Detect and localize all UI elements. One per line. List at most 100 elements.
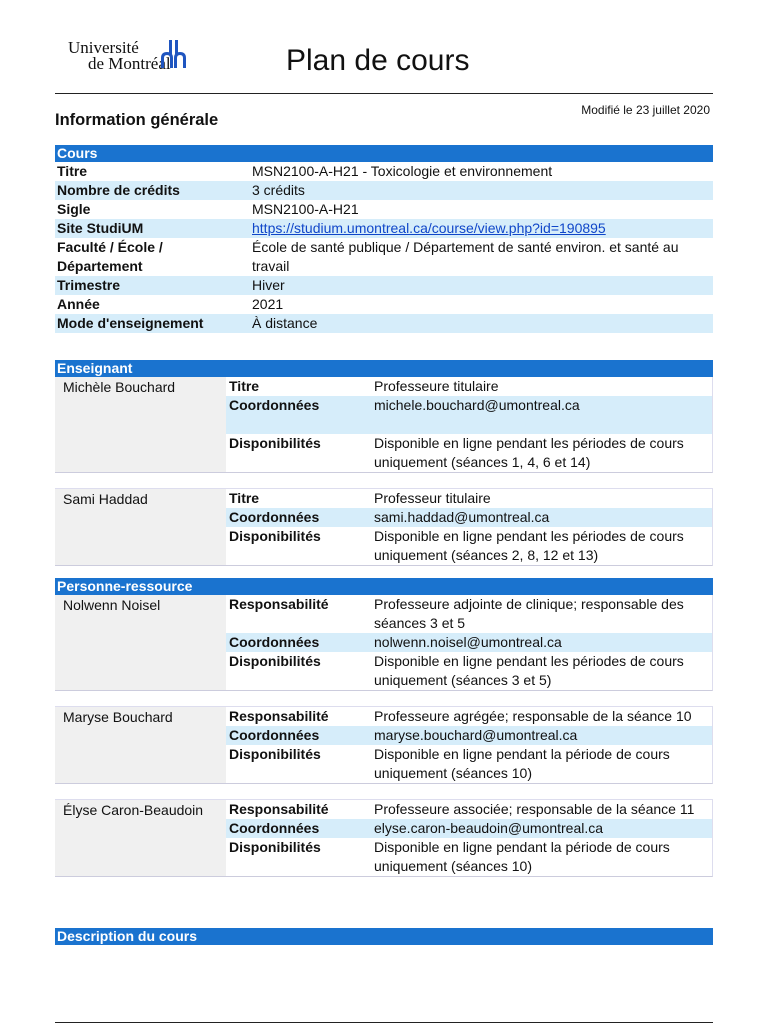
detail-row: Disponibilités Disponible en ligne pendan… [226, 527, 712, 565]
email-value[interactable]: michele.bouchard@umontreal.ca [374, 397, 580, 413]
spacer [55, 691, 713, 707]
detail-label: Responsabilité [229, 596, 329, 612]
row-value: MSN2100-A-H21 - Toxicologie et environne… [252, 163, 553, 179]
email-value[interactable]: maryse.bouchard@umontreal.ca [374, 727, 578, 743]
section-title: Information générale [55, 111, 219, 129]
row-value: MSN2100-A-H21 [252, 201, 359, 217]
cours-row: Nombre de crédits 3 crédits [55, 181, 713, 200]
detail-label: Coordonnées [229, 634, 320, 650]
enseignant-heading: Enseignant [55, 360, 713, 377]
enseignant-section: Enseignant Michèle Bouchard Titre Professe… [55, 360, 713, 566]
detail-value: Disponible en ligne pendant les périodes… [374, 653, 684, 688]
detail-row: Titre Professeur titulaire [226, 489, 712, 508]
detail-label: Disponibilités [229, 746, 321, 762]
row-label: Nombre de crédits [57, 182, 180, 198]
detail-value: Disponible en ligne pendant la période d… [374, 839, 670, 874]
detail-value: Professeure adjointe de clinique; respon… [374, 596, 684, 631]
detail-row: Responsabilité Professeure agrégée; respo… [226, 707, 712, 726]
row-label: Trimestre [57, 277, 121, 293]
detail-row: Disponibilités Disponible en ligne pendan… [226, 434, 712, 472]
personne-ressource-heading: Personne-ressource [55, 578, 713, 595]
person-entry: Maryse Bouchard Responsabilité Professeure… [55, 707, 713, 784]
person-name: Sami Haddad [55, 489, 226, 565]
cours-heading: Cours [55, 145, 713, 162]
row-label: Faculté / École / Département [57, 239, 163, 274]
detail-value: Professeure agrégée; responsable de la s… [374, 708, 692, 724]
detail-label: Disponibilités [229, 653, 321, 669]
page-title: Plan de cours [286, 44, 470, 77]
modified-date: Modifié le 23 juillet 2020 [581, 103, 710, 117]
detail-value: Disponible en ligne pendant les périodes… [374, 435, 684, 470]
cours-section: Cours Titre MSN2100-A-H21 - Toxicologie e… [55, 145, 713, 333]
divider [55, 93, 713, 94]
detail-label: Coordonnées [229, 397, 320, 413]
detail-row: Coordonnées elyse.caron-beaudoin@umontrea… [226, 819, 712, 838]
row-value: https://studium.umontreal.ca/course/view… [252, 219, 713, 238]
studium-link[interactable]: https://studium.umontreal.ca/course/view… [252, 220, 606, 236]
detail-label: Disponibilités [229, 435, 321, 451]
logo-line1: Université [68, 38, 139, 57]
detail-value: Disponible en ligne pendant les périodes… [374, 528, 684, 563]
cours-row: Année 2021 [55, 295, 713, 314]
row-value: À distance [252, 315, 318, 331]
person-name: Élyse Caron-Beaudoin [55, 800, 226, 876]
personne-ressource-section: Personne-ressource Nolwenn Noisel Respons… [55, 578, 713, 877]
logo-line2: de Montréal [88, 54, 171, 73]
person-details: Titre Professeur titulaire Coordonnées sami… [226, 489, 712, 565]
row-value: École de santé publique / Département de… [252, 239, 679, 274]
footer-divider [55, 1022, 713, 1023]
cours-row: Faculté / École / Département École de sa… [55, 238, 713, 276]
detail-row: Disponibilités Disponible en ligne pendan… [226, 745, 712, 783]
udem-logo-icon [161, 40, 186, 68]
person-entry: Élyse Caron-Beaudoin Responsabilité Profes… [55, 800, 713, 877]
person-entry: Michèle Bouchard Titre Professeure titulai… [55, 377, 713, 473]
person-entry: Nolwenn Noisel Responsabilité Professeure … [55, 595, 713, 691]
cours-row: Trimestre Hiver [55, 276, 713, 295]
detail-row: Disponibilités Disponible en ligne pendan… [226, 838, 712, 876]
person-name: Nolwenn Noisel [55, 595, 226, 690]
cours-row: Mode d'enseignement À distance [55, 314, 713, 333]
person-details: Titre Professeure titulaire Coordonnées mic… [226, 377, 712, 472]
person-entry: Sami Haddad Titre Professeur titulaire Coor… [55, 489, 713, 566]
email-value[interactable]: sami.haddad@umontreal.ca [374, 509, 550, 525]
detail-row: Disponibilités Disponible en ligne pendan… [226, 652, 712, 690]
cours-row: Titre MSN2100-A-H21 - Toxicologie et envi… [55, 162, 713, 181]
person-name: Maryse Bouchard [55, 707, 226, 783]
detail-row: Coordonnées nolwenn.noisel@umontreal.ca [226, 633, 712, 652]
row-value: 2021 [252, 296, 284, 312]
detail-row: Responsabilité Professeure adjointe de cl… [226, 595, 712, 633]
detail-row: Coordonnées maryse.bouchard@umontreal.ca [226, 726, 712, 745]
spacer [55, 473, 713, 489]
row-value: 3 crédits [252, 182, 305, 198]
detail-row: Coordonnées michele.bouchard@umontreal.ca [226, 396, 712, 434]
cours-row: Site StudiUM https://studium.umontreal.ca… [55, 219, 713, 238]
detail-value: Professeure associée; responsable de la … [374, 801, 695, 817]
university-logo: Université de Montréal [68, 38, 171, 73]
detail-label: Responsabilité [229, 708, 329, 724]
detail-label: Titre [229, 490, 260, 506]
row-value: Hiver [252, 277, 285, 293]
detail-row: Coordonnées sami.haddad@umontreal.ca [226, 508, 712, 527]
email-value[interactable]: elyse.caron-beaudoin@umontreal.ca [374, 820, 604, 836]
detail-label: Coordonnées [229, 727, 320, 743]
row-label: Sigle [57, 201, 91, 217]
person-details: Responsabilité Professeure associée; resp… [226, 800, 712, 876]
detail-label: Coordonnées [229, 820, 320, 836]
person-details: Responsabilité Professeure agrégée; respo… [226, 707, 712, 783]
detail-row: Titre Professeure titulaire [226, 377, 712, 396]
description-section: Description du cours [55, 928, 713, 945]
detail-label: Titre [229, 378, 260, 394]
person-details: Responsabilité Professeure adjointe de cl… [226, 595, 712, 690]
detail-label: Coordonnées [229, 509, 320, 525]
description-heading: Description du cours [55, 928, 713, 945]
email-value[interactable]: nolwenn.noisel@umontreal.ca [374, 634, 562, 650]
row-label: Mode d'enseignement [57, 315, 204, 331]
detail-label: Disponibilités [229, 528, 321, 544]
cours-row: Sigle MSN2100-A-H21 [55, 200, 713, 219]
detail-value: Disponible en ligne pendant la période d… [374, 746, 670, 781]
detail-value: Professeure titulaire [374, 378, 499, 394]
detail-value: Professeur titulaire [374, 490, 491, 506]
detail-label: Responsabilité [229, 801, 329, 817]
row-label: Titre [57, 163, 88, 179]
detail-label: Disponibilités [229, 839, 321, 855]
